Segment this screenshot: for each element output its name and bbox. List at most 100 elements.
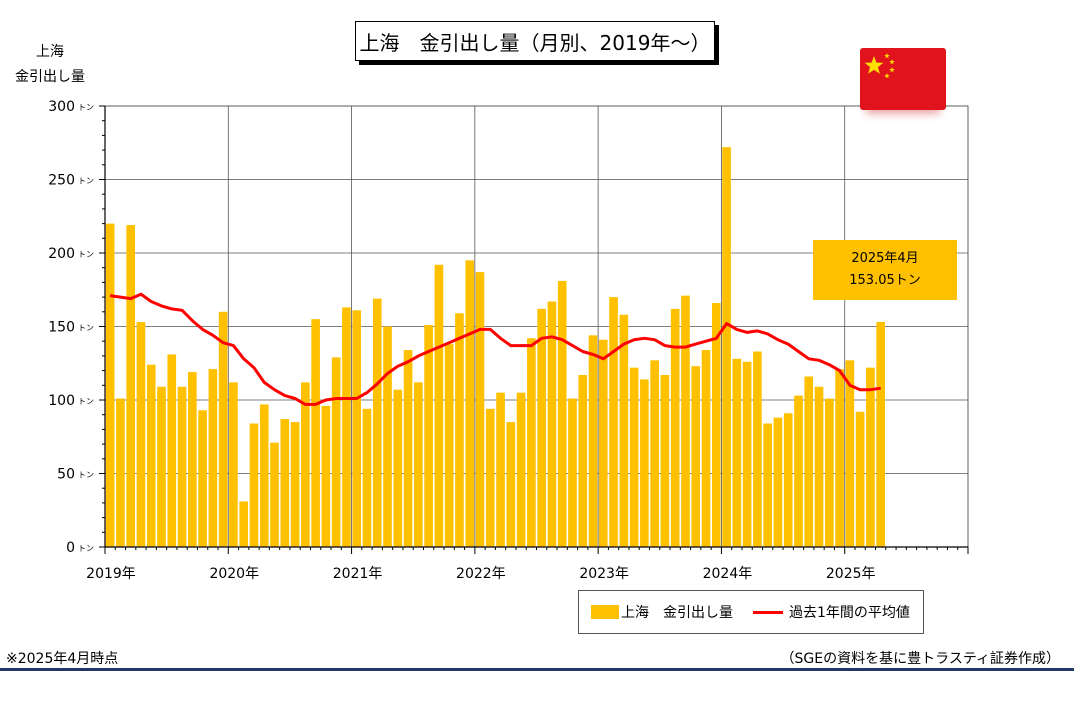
bar (434, 264, 444, 547)
bar (835, 369, 844, 547)
average-line-series (109, 292, 881, 406)
bar (444, 344, 454, 547)
bar (352, 310, 362, 547)
y-tick-label: 150 (48, 320, 75, 336)
bar (424, 325, 433, 547)
bar (177, 386, 187, 547)
y-tick-label: 50 (57, 467, 75, 483)
bar (105, 223, 115, 547)
bar (372, 298, 382, 547)
bar (588, 335, 598, 547)
bar (650, 360, 659, 547)
legend-line-swatch (753, 610, 783, 614)
bar (547, 301, 557, 547)
bar (188, 372, 197, 547)
bar (516, 392, 526, 547)
y-tick-unit: トン (78, 544, 94, 553)
bar (568, 398, 577, 547)
bar (629, 367, 639, 547)
bar (804, 376, 814, 547)
y-tick-unit: トン (78, 103, 94, 112)
average-line (109, 292, 881, 406)
bar (331, 357, 341, 547)
y-axis-label-line1: 上海 (36, 44, 64, 60)
bar (814, 386, 824, 547)
china-flag-icon (860, 48, 946, 110)
bar (280, 419, 290, 547)
bar (342, 307, 351, 547)
bar (742, 361, 752, 547)
bar (136, 322, 146, 547)
bar (485, 408, 495, 547)
bar (301, 382, 310, 547)
bar (167, 354, 177, 547)
bar (157, 386, 166, 547)
y-tick-label: 250 (48, 173, 75, 189)
y-tick-label: 0 (66, 540, 75, 556)
bar (670, 308, 680, 547)
bar (249, 423, 259, 547)
bar (321, 405, 331, 547)
bar (794, 395, 803, 547)
legend: 上海 金引出し量 過去1年間の平均値 (578, 590, 924, 634)
bar (362, 408, 372, 547)
callout-date: 2025年4月 (851, 251, 919, 266)
bar (506, 422, 516, 547)
bar (609, 297, 618, 547)
bar (208, 369, 218, 547)
bar (455, 313, 464, 547)
x-tick-label: 2020年 (209, 566, 259, 582)
bar (311, 319, 320, 547)
bar (855, 411, 865, 547)
bar (557, 280, 567, 547)
bar (414, 382, 423, 547)
bar-series (105, 147, 885, 547)
y-tick-unit: トン (78, 177, 94, 186)
bar (845, 360, 855, 547)
y-tick-unit: トン (78, 397, 94, 406)
y-tick-label: 100 (48, 393, 75, 409)
chart-title: 上海 金引出し量（月別、2019年～） (355, 21, 715, 61)
bar (773, 417, 783, 547)
x-tick-label: 2021年 (333, 566, 383, 582)
bar (393, 389, 403, 547)
bar (218, 311, 228, 547)
bar (116, 398, 125, 547)
bar (259, 404, 269, 547)
footer-rule (0, 668, 1074, 671)
x-tick-label: 2024年 (703, 566, 753, 582)
bar (475, 272, 485, 547)
bar (229, 382, 238, 547)
bar (753, 351, 762, 547)
footnote-date: ※2025年4月時点 (6, 651, 119, 667)
x-tick-label: 2022年 (456, 566, 506, 582)
callout-value: 153.05トン (849, 273, 921, 288)
y-axis-label-line2: 金引出し量 (15, 69, 85, 85)
bar (763, 423, 772, 547)
bar (239, 501, 249, 547)
bar (732, 358, 742, 547)
bar (783, 413, 793, 547)
bar (198, 410, 207, 547)
bar (270, 442, 279, 547)
bar (465, 260, 475, 547)
bar (403, 350, 413, 547)
bar (537, 308, 546, 547)
y-tick-label: 300 (48, 99, 75, 115)
bar (866, 367, 875, 547)
bar (146, 364, 156, 547)
bar (701, 350, 711, 547)
bar (496, 392, 505, 547)
y-tick-label: 200 (48, 246, 75, 262)
source-note: （SGEの資料を基に豊トラスティ証券作成） (780, 651, 1060, 667)
latest-value-callout: 2025年4月 153.05トン (813, 240, 957, 300)
bar (598, 339, 608, 547)
bar (527, 338, 536, 547)
bar (126, 225, 135, 547)
bar (640, 379, 649, 547)
legend-bar-swatch (591, 605, 619, 619)
x-tick-label: 2023年 (579, 566, 629, 582)
bar (876, 322, 885, 547)
